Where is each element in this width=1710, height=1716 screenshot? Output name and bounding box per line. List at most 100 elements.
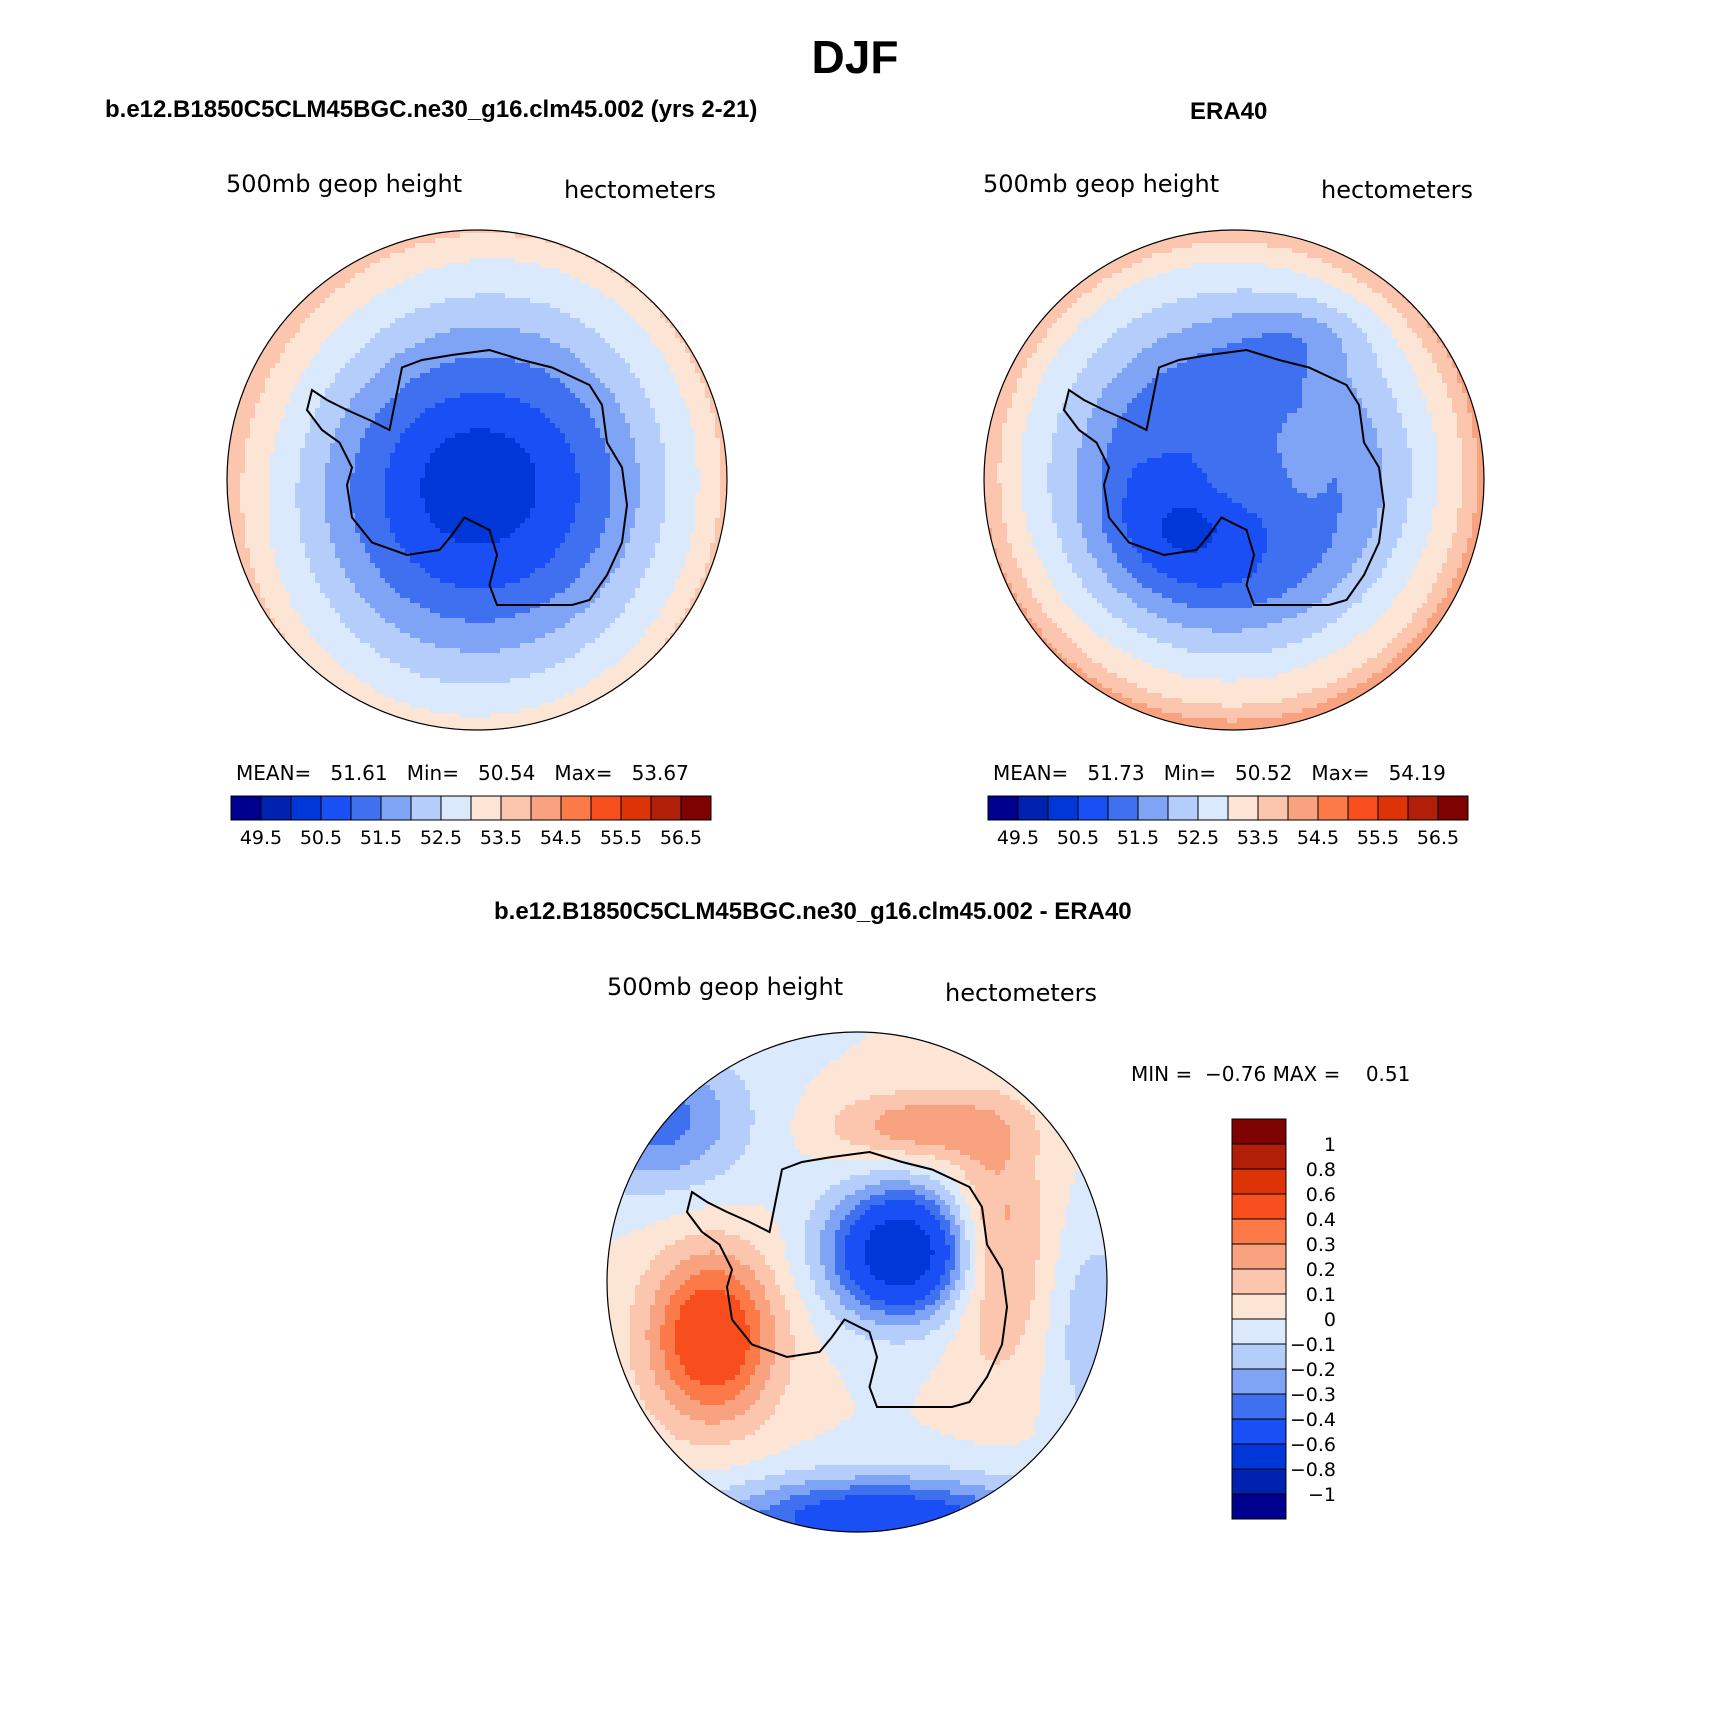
colorbar-box: [1017, 795, 1049, 821]
model-colorbar: 49.5 50.5 51.5 52.5 53.5 54.5 55.5 56.5: [230, 795, 712, 849]
diff-max-value: 0.51: [1366, 1062, 1411, 1086]
colorbar-box: [1231, 1143, 1287, 1170]
colorbar-box: [1167, 795, 1199, 821]
colorbar-box: [560, 795, 592, 821]
colorbar-box: [1317, 795, 1349, 821]
colorbar-box: [230, 795, 262, 821]
colorbar-tick-label: 53.5: [1237, 827, 1279, 849]
colorbar-box: [1231, 1493, 1287, 1520]
obs-min-label: Min=: [1164, 761, 1216, 785]
colorbar-box: [500, 795, 532, 821]
model-min-value: 50.54: [478, 761, 535, 785]
colorbar-box: [1347, 795, 1379, 821]
colorbar-box: [290, 795, 322, 821]
obs-stats: MEAN= 51.73 Min= 50.52 Max= 54.19: [993, 761, 1446, 785]
colorbar-box: [620, 795, 652, 821]
colorbar-box: [1407, 795, 1439, 821]
colorbar-tick-label: 56.5: [1417, 827, 1459, 849]
colorbar-tick-label: 0.2: [1306, 1259, 1336, 1281]
colorbar-box: [987, 795, 1019, 821]
model-mean-value: 51.61: [330, 761, 387, 785]
colorbar-box: [470, 795, 502, 821]
obs-polar-map: [983, 229, 1485, 731]
colorbar-tick-label: −0.3: [1290, 1384, 1336, 1406]
colorbar-box: [1231, 1268, 1287, 1295]
antarctica-coastline: [1062, 348, 1386, 606]
colorbar-tick-label: 0.6: [1306, 1184, 1336, 1206]
colorbar-tick-label: −0.8: [1290, 1459, 1336, 1481]
diff-stats: MIN = −0.76 MAX = 0.51: [1131, 1062, 1410, 1086]
colorbar-tick-label: −0.4: [1290, 1409, 1336, 1431]
diff-colorbar: 1 0.8 0.6 0.4 0.3 0.2 0.1 0 −0.1 −0.2 −0.3 −0.4 −0.6…: [1231, 1118, 1336, 1520]
model-stats: MEAN= 51.61 Min= 50.54 Max= 53.67: [236, 761, 689, 785]
antarctica-coastline: [685, 1150, 1009, 1408]
colorbar-box: [1231, 1168, 1287, 1195]
colorbar-box: [1287, 795, 1319, 821]
obs-variable-label: 500mb geop height: [983, 170, 1219, 198]
colorbar-box: [1257, 795, 1289, 821]
model-mean-label: MEAN=: [236, 761, 311, 785]
colorbar-tick-label: 0: [1324, 1309, 1336, 1331]
colorbar-tick-label: 55.5: [1357, 827, 1399, 849]
colorbar-box: [530, 795, 562, 821]
colorbar-box: [1231, 1218, 1287, 1245]
colorbar-box: [1077, 795, 1109, 821]
colorbar-tick-label: 56.5: [660, 827, 702, 849]
colorbar-tick-label: 54.5: [540, 827, 582, 849]
model-max-value: 53.67: [632, 761, 689, 785]
colorbar-box: [1231, 1468, 1287, 1495]
colorbar-tick-label: 55.5: [600, 827, 642, 849]
colorbar-tick-label: 0.8: [1306, 1159, 1336, 1181]
obs-mean-label: MEAN=: [993, 761, 1068, 785]
colorbar-box: [1137, 795, 1169, 821]
obs-max-label: Max=: [1311, 761, 1369, 785]
colorbar-box: [350, 795, 382, 821]
obs-panel-title: ERA40: [1190, 98, 1267, 126]
colorbar-tick-label: 0.1: [1306, 1284, 1336, 1306]
diff-units-label: hectometers: [945, 979, 1097, 1007]
diff-min-value: −0.76: [1205, 1062, 1266, 1086]
colorbar-box: [1231, 1243, 1287, 1270]
colorbar-box: [1231, 1318, 1287, 1345]
model-polar-map: [226, 229, 728, 731]
colorbar-box: [1231, 1418, 1287, 1445]
colorbar-tick-label: −0.1: [1290, 1334, 1336, 1356]
colorbar-box: [1227, 795, 1259, 821]
colorbar-tick-label: −0.2: [1290, 1359, 1336, 1381]
contour-fill: [227, 230, 727, 730]
model-units-label: hectometers: [564, 176, 716, 204]
colorbar-tick-label: 0.3: [1306, 1234, 1336, 1256]
map-border: [983, 229, 1485, 731]
colorbar-box: [1197, 795, 1229, 821]
colorbar-box: [380, 795, 412, 821]
colorbar-tick-label: −0.6: [1290, 1434, 1336, 1456]
model-min-label: Min=: [407, 761, 459, 785]
diff-panel-title: b.e12.B1850C5CLM45BGC.ne30_g16.clm45.002…: [494, 898, 1132, 926]
colorbar-box: [1437, 795, 1469, 821]
model-panel-title: b.e12.B1850C5CLM45BGC.ne30_g16.clm45.002…: [105, 96, 757, 124]
model-variable-label: 500mb geop height: [226, 170, 462, 198]
colorbar-tick-label: 52.5: [420, 827, 462, 849]
colorbar-box: [410, 795, 442, 821]
colorbar-tick-label: 50.5: [1057, 827, 1099, 849]
colorbar-box: [1377, 795, 1409, 821]
colorbar-tick-label: 49.5: [997, 827, 1039, 849]
model-max-label: Max=: [554, 761, 612, 785]
colorbar-tick-label: −1: [1308, 1484, 1336, 1506]
colorbar-box: [260, 795, 292, 821]
colorbar-box: [1231, 1393, 1287, 1420]
map-border: [226, 229, 728, 731]
colorbar-box: [680, 795, 712, 821]
obs-colorbar: 49.5 50.5 51.5 52.5 53.5 54.5 55.5 56.5: [987, 795, 1469, 849]
colorbar-box: [1047, 795, 1079, 821]
colorbar-tick-label: 54.5: [1297, 827, 1339, 849]
diff-polar-map: [606, 1031, 1108, 1533]
colorbar-tick-label: 49.5: [240, 827, 282, 849]
diff-min-label: MIN =: [1131, 1062, 1192, 1086]
colorbar-box: [1231, 1443, 1287, 1470]
colorbar-box: [650, 795, 682, 821]
page-title: DJF: [0, 30, 1710, 84]
obs-mean-value: 51.73: [1087, 761, 1144, 785]
colorbar-box: [1231, 1293, 1287, 1320]
colorbar-box: [320, 795, 352, 821]
